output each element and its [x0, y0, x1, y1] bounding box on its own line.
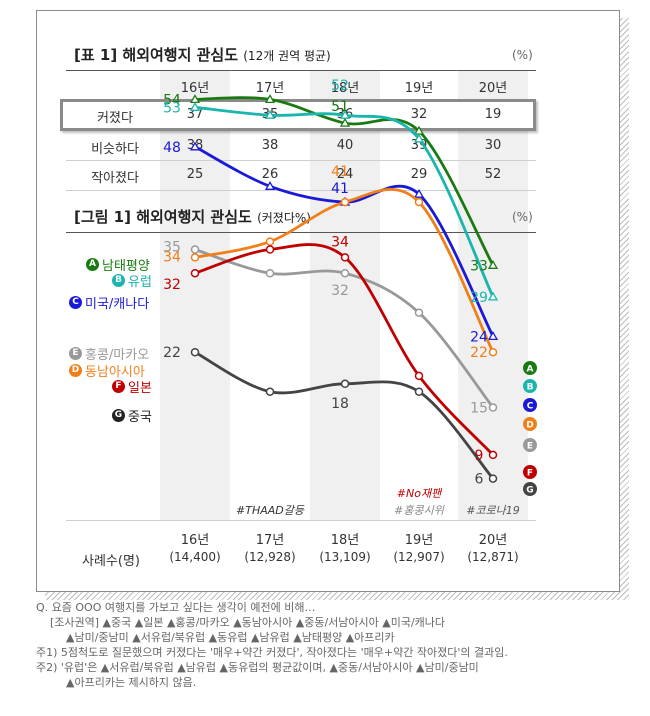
footnote-2-cont: ▲아프리카는 제시하지 않음. — [66, 676, 197, 689]
x-tick-label: 16년 — [180, 533, 210, 548]
sample-size-label: 사례수(명) — [82, 554, 140, 569]
legend-label: 남태평양 — [102, 259, 150, 274]
legend-label: 홍콩/마카오 — [85, 348, 150, 363]
sample-size-value: (12,871) — [467, 550, 519, 564]
footnotes: Q. 요즘 OOO 여행지를 가보고 싶다는 생각이 예전에 비해… [조사권역… — [36, 600, 636, 690]
table-cell: 40 — [336, 138, 354, 153]
table-year-header: 18년 — [330, 81, 360, 96]
table-cell: 37 — [186, 107, 204, 122]
legend-badge: E — [69, 347, 82, 360]
legend-badge: D — [69, 364, 82, 377]
legend-label: 미국/캐나다 — [85, 297, 150, 312]
table-cell: 30 — [484, 138, 502, 153]
table-cell: 25 — [186, 167, 204, 182]
table-cell: 36 — [336, 107, 354, 122]
footnote-1: 주1) 5점척도로 질문했으며 커졌다는 '매우+약간 커졌다', 작아졌다는 … — [36, 646, 508, 659]
table-row-label: 비슷하다 — [91, 142, 139, 157]
table-top-rule — [66, 70, 536, 71]
x-axis-rule — [66, 520, 536, 521]
x-tick-label: 19년 — [404, 533, 434, 548]
legend-badge: B — [112, 274, 125, 287]
table-row-label: 작아졌다 — [91, 171, 139, 186]
region-note: [조사권역] ▲중국 ▲일본 ▲홍콩/마카오 ▲동남아시아 ▲중동/서남아시아 … — [50, 616, 446, 629]
legend-badge: A — [86, 258, 99, 271]
legend-label: 동남아시아 — [85, 365, 145, 380]
sample-size-value: (13,109) — [319, 550, 371, 564]
x-tick-label: 18년 — [330, 533, 360, 548]
legend-label: 유럽 — [128, 275, 152, 290]
legend-badge: F — [112, 380, 125, 393]
table-title-text: [표 1] 해외여행지 관심도 — [74, 46, 239, 64]
table-subtitle: (12개 권역 평균) — [243, 49, 331, 63]
table-bottom-rule — [66, 190, 536, 191]
table-year-header: 19년 — [404, 81, 434, 96]
table-cell: 52 — [484, 167, 502, 182]
legend-item: F 일본 — [112, 377, 152, 396]
x-tick-label: 20년 — [478, 533, 508, 548]
figure-title: [그림 1] 해외여행지 관심도 (커졌다%) — [74, 206, 311, 227]
footnote-2: 주2) '유럽'은 ▲서유럽/북유럽 ▲남유럽 ▲동유럽의 평균값이며, ▲중동… — [36, 661, 479, 674]
table-row-label: 커졌다 — [97, 111, 133, 126]
table-cell: 38 — [261, 138, 279, 153]
legend-item: E 홍콩/마카오 — [69, 344, 149, 363]
table-year-header: 16년 — [180, 81, 210, 96]
table-cell: 26 — [261, 167, 279, 182]
legend-item: D 동남아시아 — [69, 361, 145, 380]
table-cell: 29 — [410, 167, 428, 182]
figure-unit: (%) — [512, 210, 533, 224]
legend-badge: C — [69, 296, 82, 309]
x-tick-label: 17년 — [255, 533, 285, 548]
figure-title-text: [그림 1] 해외여행지 관심도 — [74, 208, 252, 226]
table-year-header: 17년 — [255, 81, 285, 96]
table-title: [표 1] 해외여행지 관심도 (12개 권역 평균) — [74, 44, 331, 65]
question-note: Q. 요즘 OOO 여행지를 가보고 싶다는 생각이 예전에 비해… — [36, 601, 316, 614]
table-year-header: 20년 — [478, 81, 508, 96]
legend-item: C 미국/캐나다 — [69, 293, 149, 312]
figure-top-rule — [66, 232, 536, 233]
table-row-rule — [66, 160, 536, 161]
legend-item: B 유럽 — [112, 271, 152, 290]
figure-subtitle: (커졌다%) — [257, 211, 311, 225]
legend-label: 중국 — [128, 410, 152, 425]
table-cell: 38 — [186, 138, 204, 153]
table-unit: (%) — [512, 48, 533, 62]
sample-size-value: (12,928) — [244, 550, 296, 564]
sample-size-value: (12,907) — [393, 550, 445, 564]
table-cell: 35 — [261, 107, 279, 122]
sample-size-value: (14,400) — [169, 550, 221, 564]
table-cell: 39 — [410, 138, 428, 153]
legend-badge: G — [112, 409, 125, 422]
legend-item: G 중국 — [112, 406, 152, 425]
table-cell: 19 — [484, 107, 502, 122]
table-cell: 24 — [336, 167, 354, 182]
region-note: ▲남미/중남미 ▲서유럽/북유럽 ▲동유럽 ▲남유럽 ▲남태평양 ▲아프리카 — [66, 631, 395, 644]
table-cell: 32 — [410, 107, 428, 122]
legend-label: 일본 — [128, 381, 152, 396]
legend-item: A 남태평양 — [86, 255, 150, 274]
